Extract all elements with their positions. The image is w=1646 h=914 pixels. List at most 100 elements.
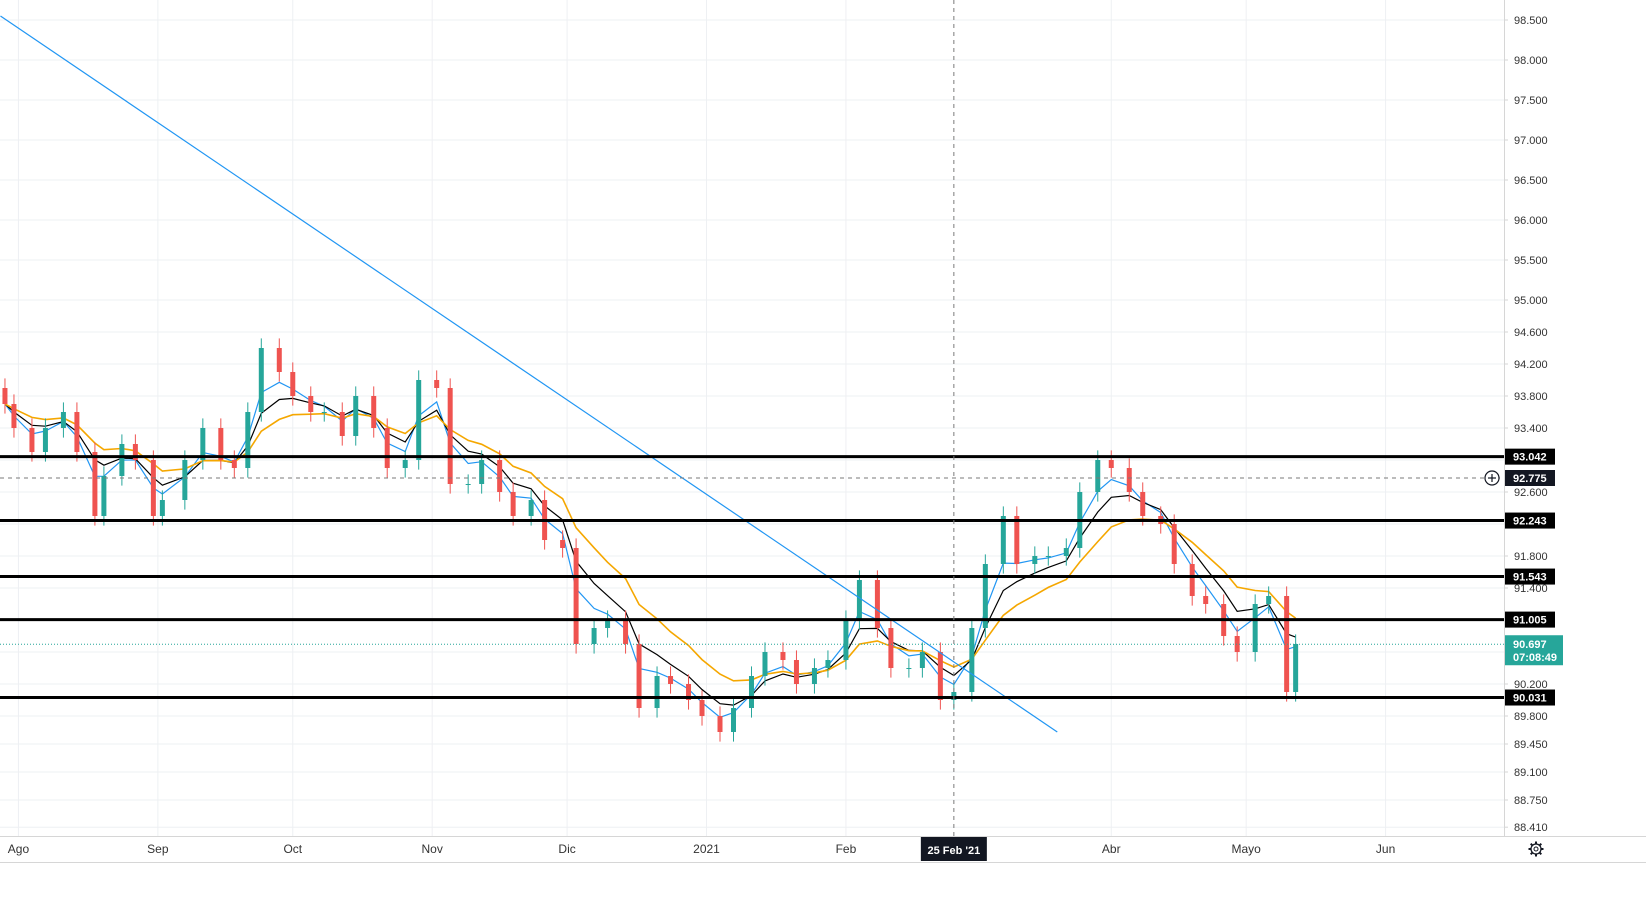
level-badge-label: 91.543 [1513, 572, 1547, 584]
candle-body [1108, 460, 1114, 468]
candle-body [74, 412, 80, 452]
candle-body [308, 396, 314, 412]
time-tick-label: Ago [8, 842, 30, 856]
candle-body [1140, 492, 1146, 516]
time-tick-label: Dic [558, 842, 575, 856]
time-tick-label: Feb [836, 842, 857, 856]
ema-fast-line [4, 381, 1296, 718]
candle-body [231, 460, 237, 468]
horizontal-levels[interactable] [0, 455, 1504, 700]
candle-body [510, 492, 516, 516]
price-tick-label: 97.500 [1514, 95, 1548, 107]
candle-body [573, 548, 579, 644]
candle-body [636, 644, 642, 708]
price-tick-label: 89.450 [1514, 739, 1548, 751]
candle-body [416, 380, 422, 460]
candle-body [1095, 460, 1101, 492]
candle-body [353, 396, 359, 436]
candle-body [447, 388, 453, 484]
level-badge[interactable] [1505, 512, 1555, 529]
candle-body [762, 652, 768, 676]
time-axis-bg [0, 836, 1504, 914]
price-tick-label: 91.800 [1514, 551, 1548, 563]
level-badge-label: 92.243 [1513, 516, 1547, 528]
candle-body [717, 716, 723, 732]
candle-body [1045, 556, 1051, 557]
candle-body [811, 668, 817, 684]
price-tick-label: 91.400 [1514, 583, 1548, 595]
time-tick-label: Nov [422, 842, 443, 856]
candle-body [1032, 556, 1038, 564]
candle-body [132, 444, 138, 460]
candle-body [119, 444, 125, 476]
candle-body [780, 652, 786, 660]
candle-body [1000, 516, 1006, 564]
candle-body [290, 372, 296, 396]
candle-body [591, 628, 597, 644]
candle-body [748, 676, 754, 708]
level-badge[interactable] [1505, 568, 1555, 585]
level-badge[interactable] [1505, 689, 1555, 706]
candle-body [1266, 596, 1272, 604]
price-tick-label: 89.100 [1514, 767, 1548, 779]
time-tick-label: Abr [1102, 842, 1121, 856]
candle-body [668, 676, 674, 684]
candle-body [982, 564, 988, 628]
candle-body [258, 348, 264, 412]
price-tick-label: 98.000 [1514, 55, 1548, 67]
candle-body [402, 460, 408, 468]
ema-slow-line [4, 403, 1297, 682]
candle-body [92, 452, 98, 516]
time-tick-label: Mayo [1231, 842, 1261, 856]
trendline[interactable] [0, 15, 1058, 733]
candle-body [384, 428, 390, 468]
price-tick-label: 88.410 [1514, 822, 1548, 834]
candle-body [888, 628, 894, 668]
candle-body [1171, 524, 1177, 564]
candle-body [906, 668, 912, 669]
candle-body [654, 676, 660, 708]
candle-body [245, 412, 251, 468]
level-badge[interactable] [1505, 611, 1555, 628]
settings-gear-icon[interactable] [1528, 841, 1544, 857]
candle-body [276, 348, 282, 372]
candle-body [218, 428, 224, 460]
price-tick-label: 94.200 [1514, 359, 1548, 371]
gear-hub [1533, 846, 1539, 852]
candle-body [623, 620, 629, 644]
candle-body [793, 660, 799, 684]
candle-body [874, 580, 880, 628]
price-tick-label: 96.500 [1514, 175, 1548, 187]
price-tick-label: 97.000 [1514, 135, 1548, 147]
time-tick-label: Jun [1376, 842, 1395, 856]
level-badge[interactable] [1505, 448, 1555, 465]
candle-body [11, 404, 17, 428]
candle-body [1126, 468, 1132, 492]
trendline-group[interactable] [0, 15, 1058, 733]
candles [2, 338, 1299, 742]
level-badge-label: 90.031 [1513, 693, 1547, 705]
candle-body [1063, 548, 1069, 556]
candle-body [497, 460, 503, 492]
candle-body [1203, 596, 1209, 604]
price-tick-label: 89.800 [1514, 711, 1548, 723]
price-tick-label: 95.500 [1514, 255, 1548, 267]
candle-body [339, 412, 345, 436]
candle-body [479, 460, 485, 484]
grid-lines [0, 0, 1504, 836]
level-badge-label: 93.042 [1513, 452, 1547, 464]
candle-body [560, 540, 566, 548]
last-price-label: 90.697 [1513, 639, 1547, 651]
bar-countdown-label: 07:08:49 [1513, 652, 1557, 664]
candle-body [182, 460, 188, 500]
candle-body [321, 412, 327, 413]
price-tick-label: 92.600 [1514, 487, 1548, 499]
candle-body [730, 708, 736, 732]
time-tick-label: Oct [283, 842, 302, 856]
time-axis[interactable]: Ago Sep Oct Nov Dic 2021 Feb Abr Mayo Jun 25 Feb '… [0, 836, 1646, 914]
candle-body [528, 500, 534, 516]
crosshair-date-badge [920, 837, 987, 861]
price-axis[interactable]: 98.500 98.000 97.500 97.000 96.500 96.000 95.5… [1504, 0, 1646, 914]
price-tick-label: 93.800 [1514, 391, 1548, 403]
